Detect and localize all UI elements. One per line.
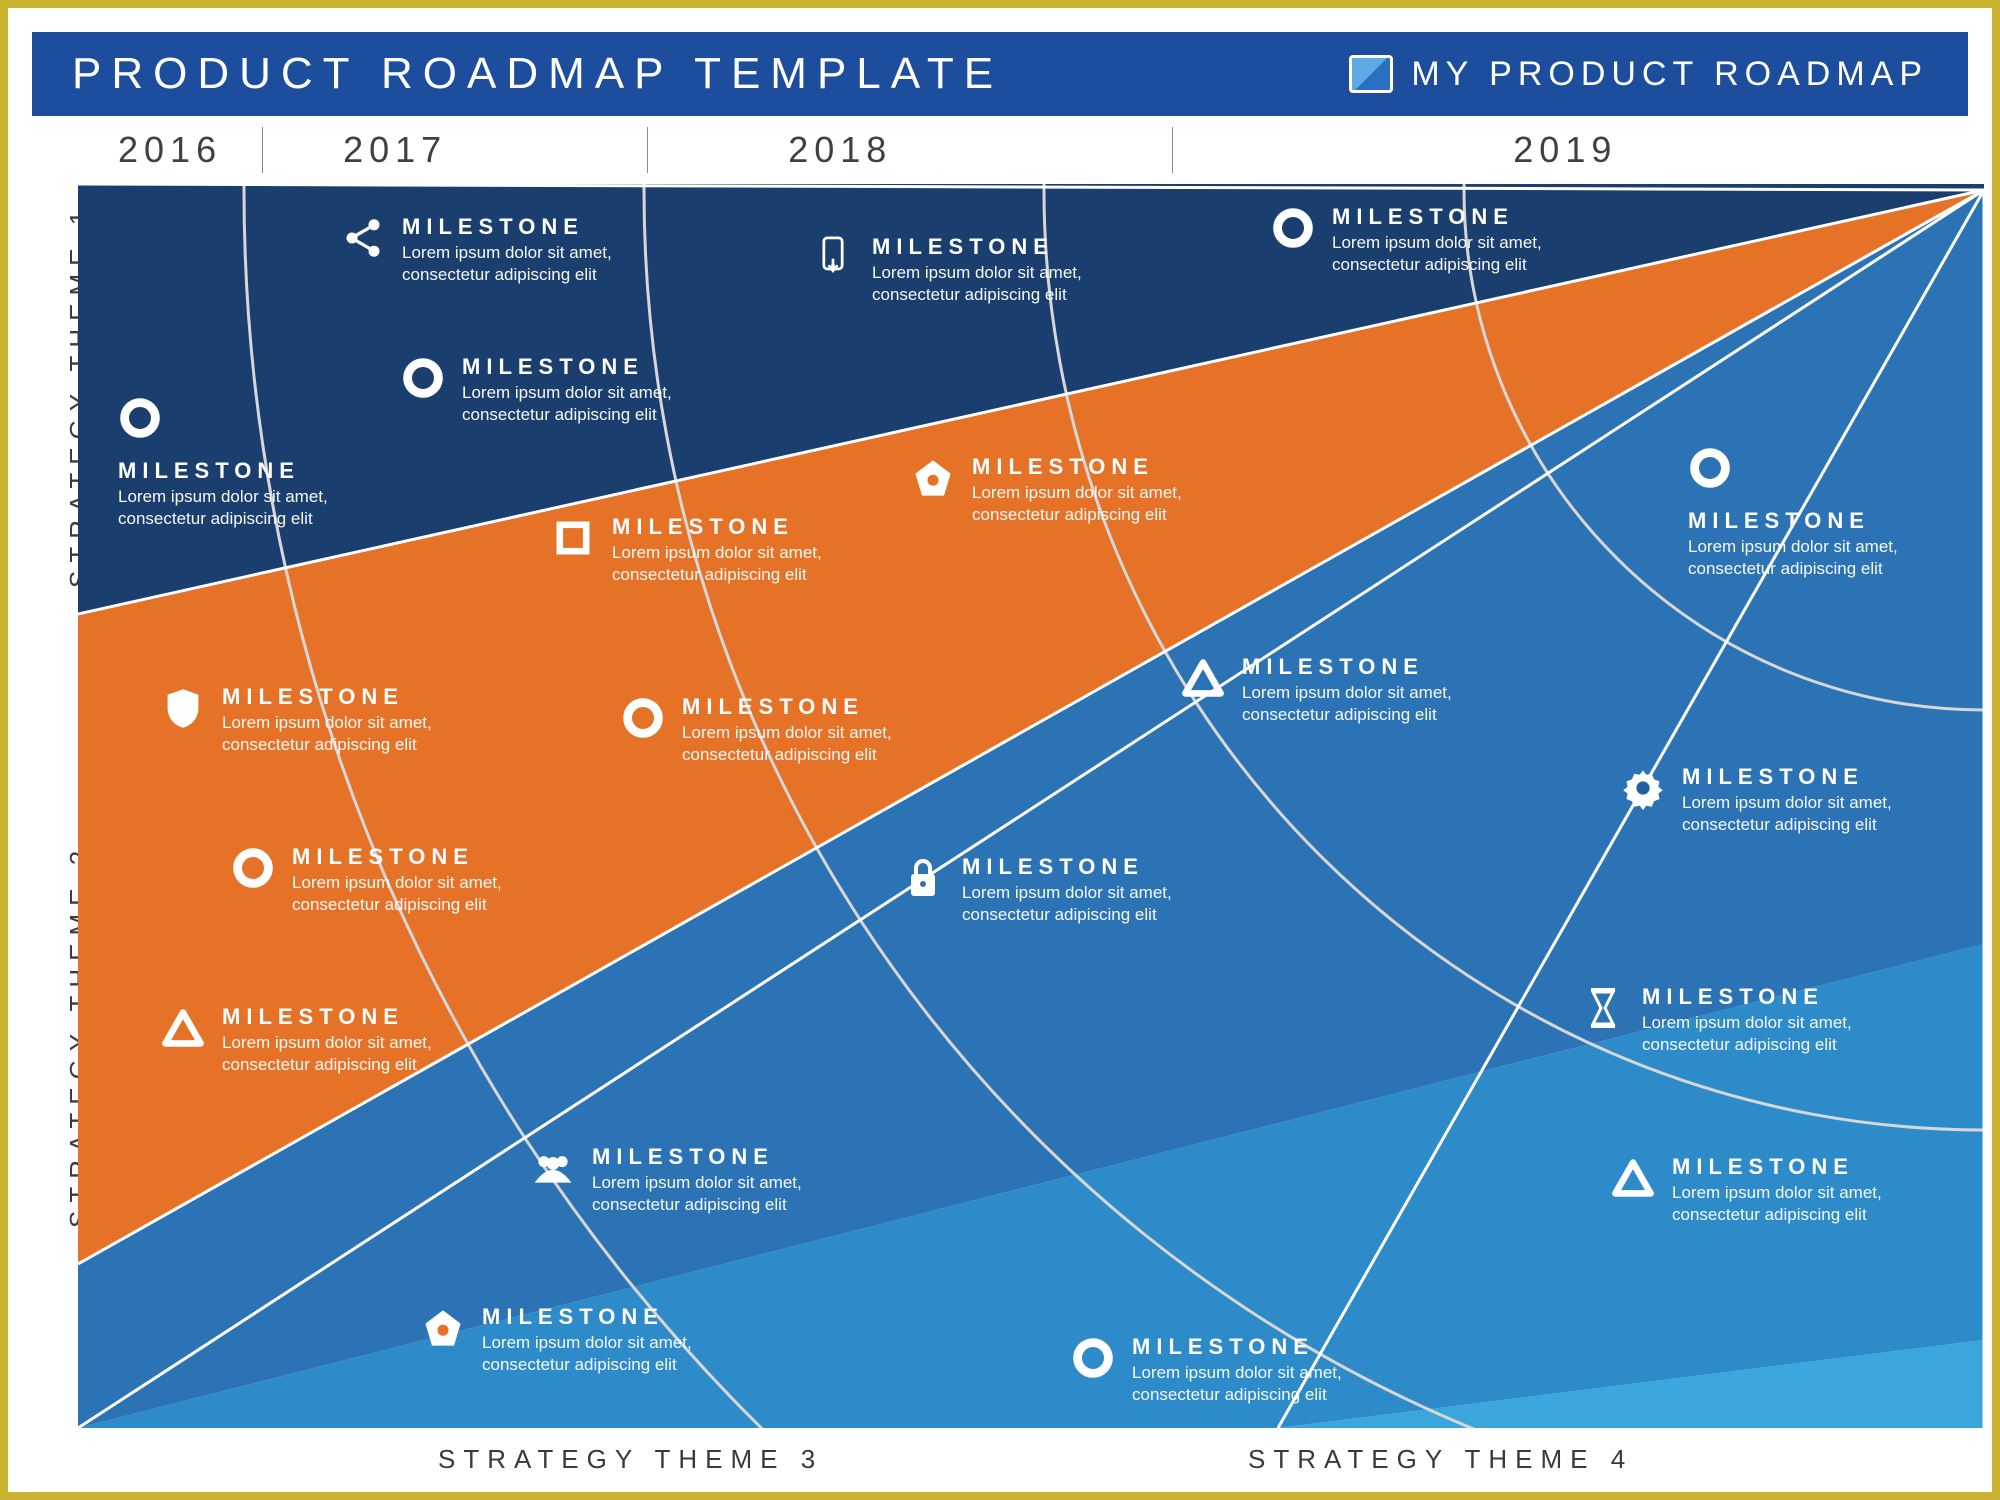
milestone-title: MILESTONE xyxy=(222,1004,498,1030)
brand: MY PRODUCT ROADMAP xyxy=(1349,55,1928,94)
square-icon xyxy=(548,514,598,586)
milestone-title: MILESTONE xyxy=(682,694,958,720)
triangle-icon xyxy=(1178,654,1228,726)
milestone-title: MILESTONE xyxy=(402,214,678,240)
milestone: MILESTONELorem ipsum dolor sit amet, con… xyxy=(1688,444,1908,580)
milestone: MILESTONELorem ipsum dolor sit amet, con… xyxy=(158,684,498,756)
year-axis: 2016 2017 2018 2019 xyxy=(78,118,1968,182)
group-icon xyxy=(528,1144,578,1216)
header-bar: PRODUCT ROADMAP TEMPLATE MY PRODUCT ROAD… xyxy=(32,32,1968,116)
milestone: MILESTONELorem ipsum dolor sit amet, con… xyxy=(898,854,1238,926)
milestone-title: MILESTONE xyxy=(292,844,528,870)
year-2018: 2018 xyxy=(648,127,1172,173)
brand-logo-icon xyxy=(1349,55,1393,93)
pentagon-icon xyxy=(908,454,958,526)
milestone-body: Lorem ipsum dolor sit amet, consectetur … xyxy=(402,242,678,286)
milestone-title: MILESTONE xyxy=(1682,764,1958,790)
milestone: MILESTONELorem ipsum dolor sit amet, con… xyxy=(1578,984,1918,1056)
milestone-title: MILESTONE xyxy=(612,514,888,540)
milestone: MILESTONELorem ipsum dolor sit amet, con… xyxy=(418,1304,738,1376)
page-title: PRODUCT ROADMAP TEMPLATE xyxy=(72,49,1003,99)
touch-icon xyxy=(808,234,858,306)
ring-icon xyxy=(1688,444,1732,494)
milestone-body: Lorem ipsum dolor sit amet, consectetur … xyxy=(1682,792,1958,836)
milestone-title: MILESTONE xyxy=(1672,1154,1948,1180)
pentagon-icon xyxy=(418,1304,468,1376)
ring-icon xyxy=(398,354,448,426)
shield-icon xyxy=(158,684,208,756)
milestone: MILESTONELorem ipsum dolor sit amet, con… xyxy=(528,1144,868,1216)
milestone: MILESTONELorem ipsum dolor sit amet, con… xyxy=(398,354,738,426)
triangle-icon xyxy=(1608,1154,1658,1226)
brand-label: MY PRODUCT ROADMAP xyxy=(1411,55,1928,94)
milestone-title: MILESTONE xyxy=(592,1144,868,1170)
milestone-body: Lorem ipsum dolor sit amet, consectetur … xyxy=(972,482,1248,526)
milestone-body: Lorem ipsum dolor sit amet, consectetur … xyxy=(1642,1012,1918,1056)
milestone-title: MILESTONE xyxy=(962,854,1238,880)
milestone: MILESTONELorem ipsum dolor sit amet, con… xyxy=(1618,764,1958,836)
milestone-body: Lorem ipsum dolor sit amet, consectetur … xyxy=(872,262,1148,306)
ring-icon xyxy=(618,694,668,766)
year-2019: 2019 xyxy=(1173,127,1657,173)
milestone: MILESTONELorem ipsum dolor sit amet, con… xyxy=(1608,1154,1948,1226)
milestone-body: Lorem ipsum dolor sit amet, consectetur … xyxy=(118,486,378,530)
year-2016: 2016 xyxy=(78,127,262,173)
ring-icon xyxy=(1068,1334,1118,1406)
milestone-title: MILESTONE xyxy=(872,234,1148,260)
milestone-body: Lorem ipsum dolor sit amet, consectetur … xyxy=(292,872,528,916)
milestone-body: Lorem ipsum dolor sit amet, consectetur … xyxy=(1688,536,1908,580)
lock-icon xyxy=(898,854,948,926)
milestone: MILESTONELorem ipsum dolor sit amet, con… xyxy=(808,234,1148,306)
milestone: MILESTONELorem ipsum dolor sit amet, con… xyxy=(118,394,378,530)
milestone-body: Lorem ipsum dolor sit amet, consectetur … xyxy=(962,882,1238,926)
gear-icon xyxy=(1618,764,1668,836)
milestone-title: MILESTONE xyxy=(972,454,1248,480)
milestone: MILESTONELorem ipsum dolor sit amet, con… xyxy=(1268,204,1608,276)
milestone-body: Lorem ipsum dolor sit amet, consectetur … xyxy=(482,1332,738,1376)
milestone-body: Lorem ipsum dolor sit amet, consectetur … xyxy=(1132,1362,1388,1406)
milestone-title: MILESTONE xyxy=(1688,508,1908,534)
milestone-body: Lorem ipsum dolor sit amet, consectetur … xyxy=(222,712,498,756)
milestone: MILESTONELorem ipsum dolor sit amet, con… xyxy=(158,1004,498,1076)
milestone-body: Lorem ipsum dolor sit amet, consectetur … xyxy=(1332,232,1608,276)
milestone-body: Lorem ipsum dolor sit amet, consectetur … xyxy=(1672,1182,1948,1226)
milestone-body: Lorem ipsum dolor sit amet, consectetur … xyxy=(222,1032,498,1076)
year-2017: 2017 xyxy=(263,127,647,173)
milestone: MILESTONELorem ipsum dolor sit amet, con… xyxy=(548,514,888,586)
ring-icon xyxy=(1268,204,1318,276)
milestone-body: Lorem ipsum dolor sit amet, consectetur … xyxy=(612,542,888,586)
milestone: MILESTONELorem ipsum dolor sit amet, con… xyxy=(338,214,678,286)
milestone-title: MILESTONE xyxy=(462,354,738,380)
milestone-body: Lorem ipsum dolor sit amet, consectetur … xyxy=(682,722,958,766)
triangle-icon xyxy=(158,1004,208,1076)
ring-icon xyxy=(118,394,162,444)
milestone-title: MILESTONE xyxy=(118,458,378,484)
milestone-body: Lorem ipsum dolor sit amet, consectetur … xyxy=(592,1172,868,1216)
milestone: MILESTONELorem ipsum dolor sit amet, con… xyxy=(1068,1334,1388,1406)
milestone-title: MILESTONE xyxy=(1332,204,1608,230)
milestone-body: Lorem ipsum dolor sit amet, consectetur … xyxy=(1242,682,1518,726)
share-icon xyxy=(338,214,388,286)
milestone: MILESTONELorem ipsum dolor sit amet, con… xyxy=(228,844,528,916)
roadmap-chart: MILESTONELorem ipsum dolor sit amet, con… xyxy=(78,184,1984,1428)
milestone-title: MILESTONE xyxy=(1242,654,1518,680)
milestone: MILESTONELorem ipsum dolor sit amet, con… xyxy=(1178,654,1518,726)
milestone: MILESTONELorem ipsum dolor sit amet, con… xyxy=(908,454,1248,526)
ring-icon xyxy=(228,844,278,916)
theme4-label: STRATEGY THEME 4 xyxy=(1248,1444,1633,1475)
milestone: MILESTONELorem ipsum dolor sit amet, con… xyxy=(618,694,958,766)
milestone-body: Lorem ipsum dolor sit amet, consectetur … xyxy=(462,382,738,426)
milestone-title: MILESTONE xyxy=(1642,984,1918,1010)
hourglass-icon xyxy=(1578,984,1628,1056)
theme3-label: STRATEGY THEME 3 xyxy=(438,1444,823,1475)
milestone-title: MILESTONE xyxy=(1132,1334,1388,1360)
milestone-title: MILESTONE xyxy=(222,684,498,710)
milestone-title: MILESTONE xyxy=(482,1304,738,1330)
